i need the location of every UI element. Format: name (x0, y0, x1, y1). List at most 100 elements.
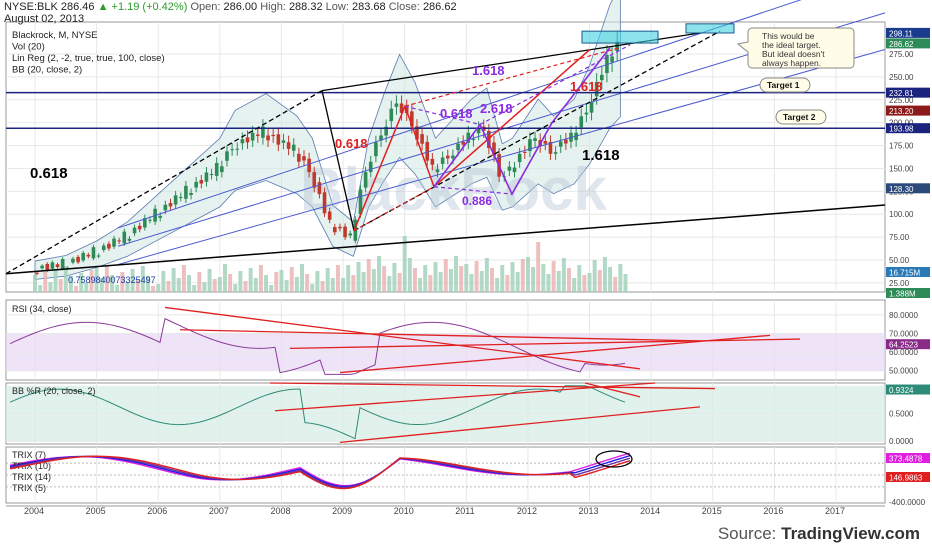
candle-body (286, 142, 291, 149)
candle-body (548, 141, 553, 154)
volume-bar (541, 264, 546, 292)
candle-body (158, 215, 163, 218)
x-tick-label: 2013 (579, 506, 599, 516)
candle-body (522, 151, 527, 153)
x-tick-label: 2017 (825, 506, 845, 516)
candle-body (492, 142, 496, 156)
volume-bar (613, 277, 618, 292)
candle-body (255, 134, 260, 136)
volume-bar (187, 275, 192, 292)
volume-bar (536, 242, 541, 292)
candle-body (55, 264, 60, 268)
volume-bar (68, 276, 73, 292)
candle-body (507, 166, 512, 171)
volume-bar (392, 263, 397, 292)
x-tick-label: 2007 (209, 506, 229, 516)
bollinger-band (34, 0, 621, 280)
bb-trendline (339, 406, 701, 443)
last-price: 286.46 (60, 1, 95, 13)
candle-body (312, 172, 317, 188)
volume-bar (382, 266, 387, 292)
volume-bar (258, 265, 263, 292)
volume-bar (510, 262, 515, 292)
callout-text: the ideal target. (762, 40, 821, 50)
high-value: 288.32 (288, 1, 323, 13)
volume-bar (330, 278, 335, 292)
candle-body (327, 211, 332, 220)
volume-bar (592, 260, 597, 292)
volume-bar (89, 270, 94, 292)
rsi-line (9, 317, 626, 375)
volume-bar (151, 286, 156, 292)
rsi-trendline (179, 329, 701, 342)
price-label-tag (886, 27, 930, 38)
trix-value-tag (886, 453, 930, 463)
volume-bar (197, 272, 202, 292)
candle-body (117, 240, 121, 242)
volume-bar (58, 279, 63, 292)
x-tick-label: 2006 (147, 506, 167, 516)
price-label-tag (886, 288, 930, 298)
volume-bar (202, 282, 207, 292)
rsi-tick-label: 80.0000 (889, 311, 918, 320)
candle-body (445, 155, 450, 159)
volume-bar (115, 285, 120, 292)
price-tick-label: 50.00 (889, 256, 910, 265)
rsi-tick-label: 50.0000 (889, 367, 918, 376)
projection-dashed-line (353, 30, 721, 232)
callout-ideal-target (736, 27, 855, 69)
bb-title: BB %R (20, close, 2) (12, 386, 96, 396)
volume-bar (104, 265, 109, 292)
source-prefix: Source: (717, 524, 782, 543)
volume-bar (140, 266, 145, 292)
candle-body (456, 143, 460, 151)
volume-bar (233, 284, 238, 292)
price-label-tag (886, 183, 930, 194)
candle-body (307, 158, 311, 173)
volume-bar (243, 281, 248, 292)
candle-body (50, 262, 55, 269)
volume-bar (479, 271, 484, 292)
candle-body (379, 135, 383, 141)
source-brand[interactable]: TradingView.com (781, 524, 920, 543)
price-label-tag (886, 87, 930, 98)
candle-body (297, 153, 301, 162)
volume-bar (289, 267, 294, 292)
pane-4-frame (5, 446, 886, 504)
price-label-tag (886, 123, 930, 134)
legend-entry: Vol (20) (12, 42, 45, 53)
watermark-text: BlackRock (300, 156, 607, 223)
volume-bar (433, 262, 438, 292)
volume-bar (377, 256, 382, 292)
candle-body (291, 144, 296, 151)
volume-bar (335, 265, 340, 292)
x-tick-label: 2011 (455, 506, 474, 516)
trix-legend-entry: TRIX (5) (12, 483, 46, 493)
candle-body (348, 233, 353, 236)
candle-body (333, 227, 337, 233)
volume-bar (63, 266, 68, 292)
candle-body (579, 116, 584, 128)
candle-body (281, 140, 286, 143)
candle-body (45, 263, 50, 271)
volume-bar (423, 265, 428, 292)
volume-bar (248, 268, 253, 292)
candle-body (71, 258, 75, 263)
trix-legend-entry: TRIX (14) (12, 472, 51, 482)
price-label-text: 298.11 (889, 29, 913, 38)
volume-bar (253, 278, 258, 292)
candle-body (168, 202, 173, 207)
harmonic-purple-dashed (404, 105, 481, 126)
volume-bar (320, 281, 325, 292)
harmonic-red-dashed (404, 47, 621, 107)
price-label-tag (886, 38, 930, 49)
symbol-label[interactable]: NYSE:BLK (4, 1, 58, 13)
volume-bar (207, 269, 212, 292)
price-tick-label: 100.00 (889, 210, 914, 219)
close-value: 286.62 (422, 1, 457, 13)
rsi-title: RSI (34, close) (12, 304, 72, 314)
volume-bar (294, 277, 299, 292)
volume-bar (135, 279, 140, 292)
